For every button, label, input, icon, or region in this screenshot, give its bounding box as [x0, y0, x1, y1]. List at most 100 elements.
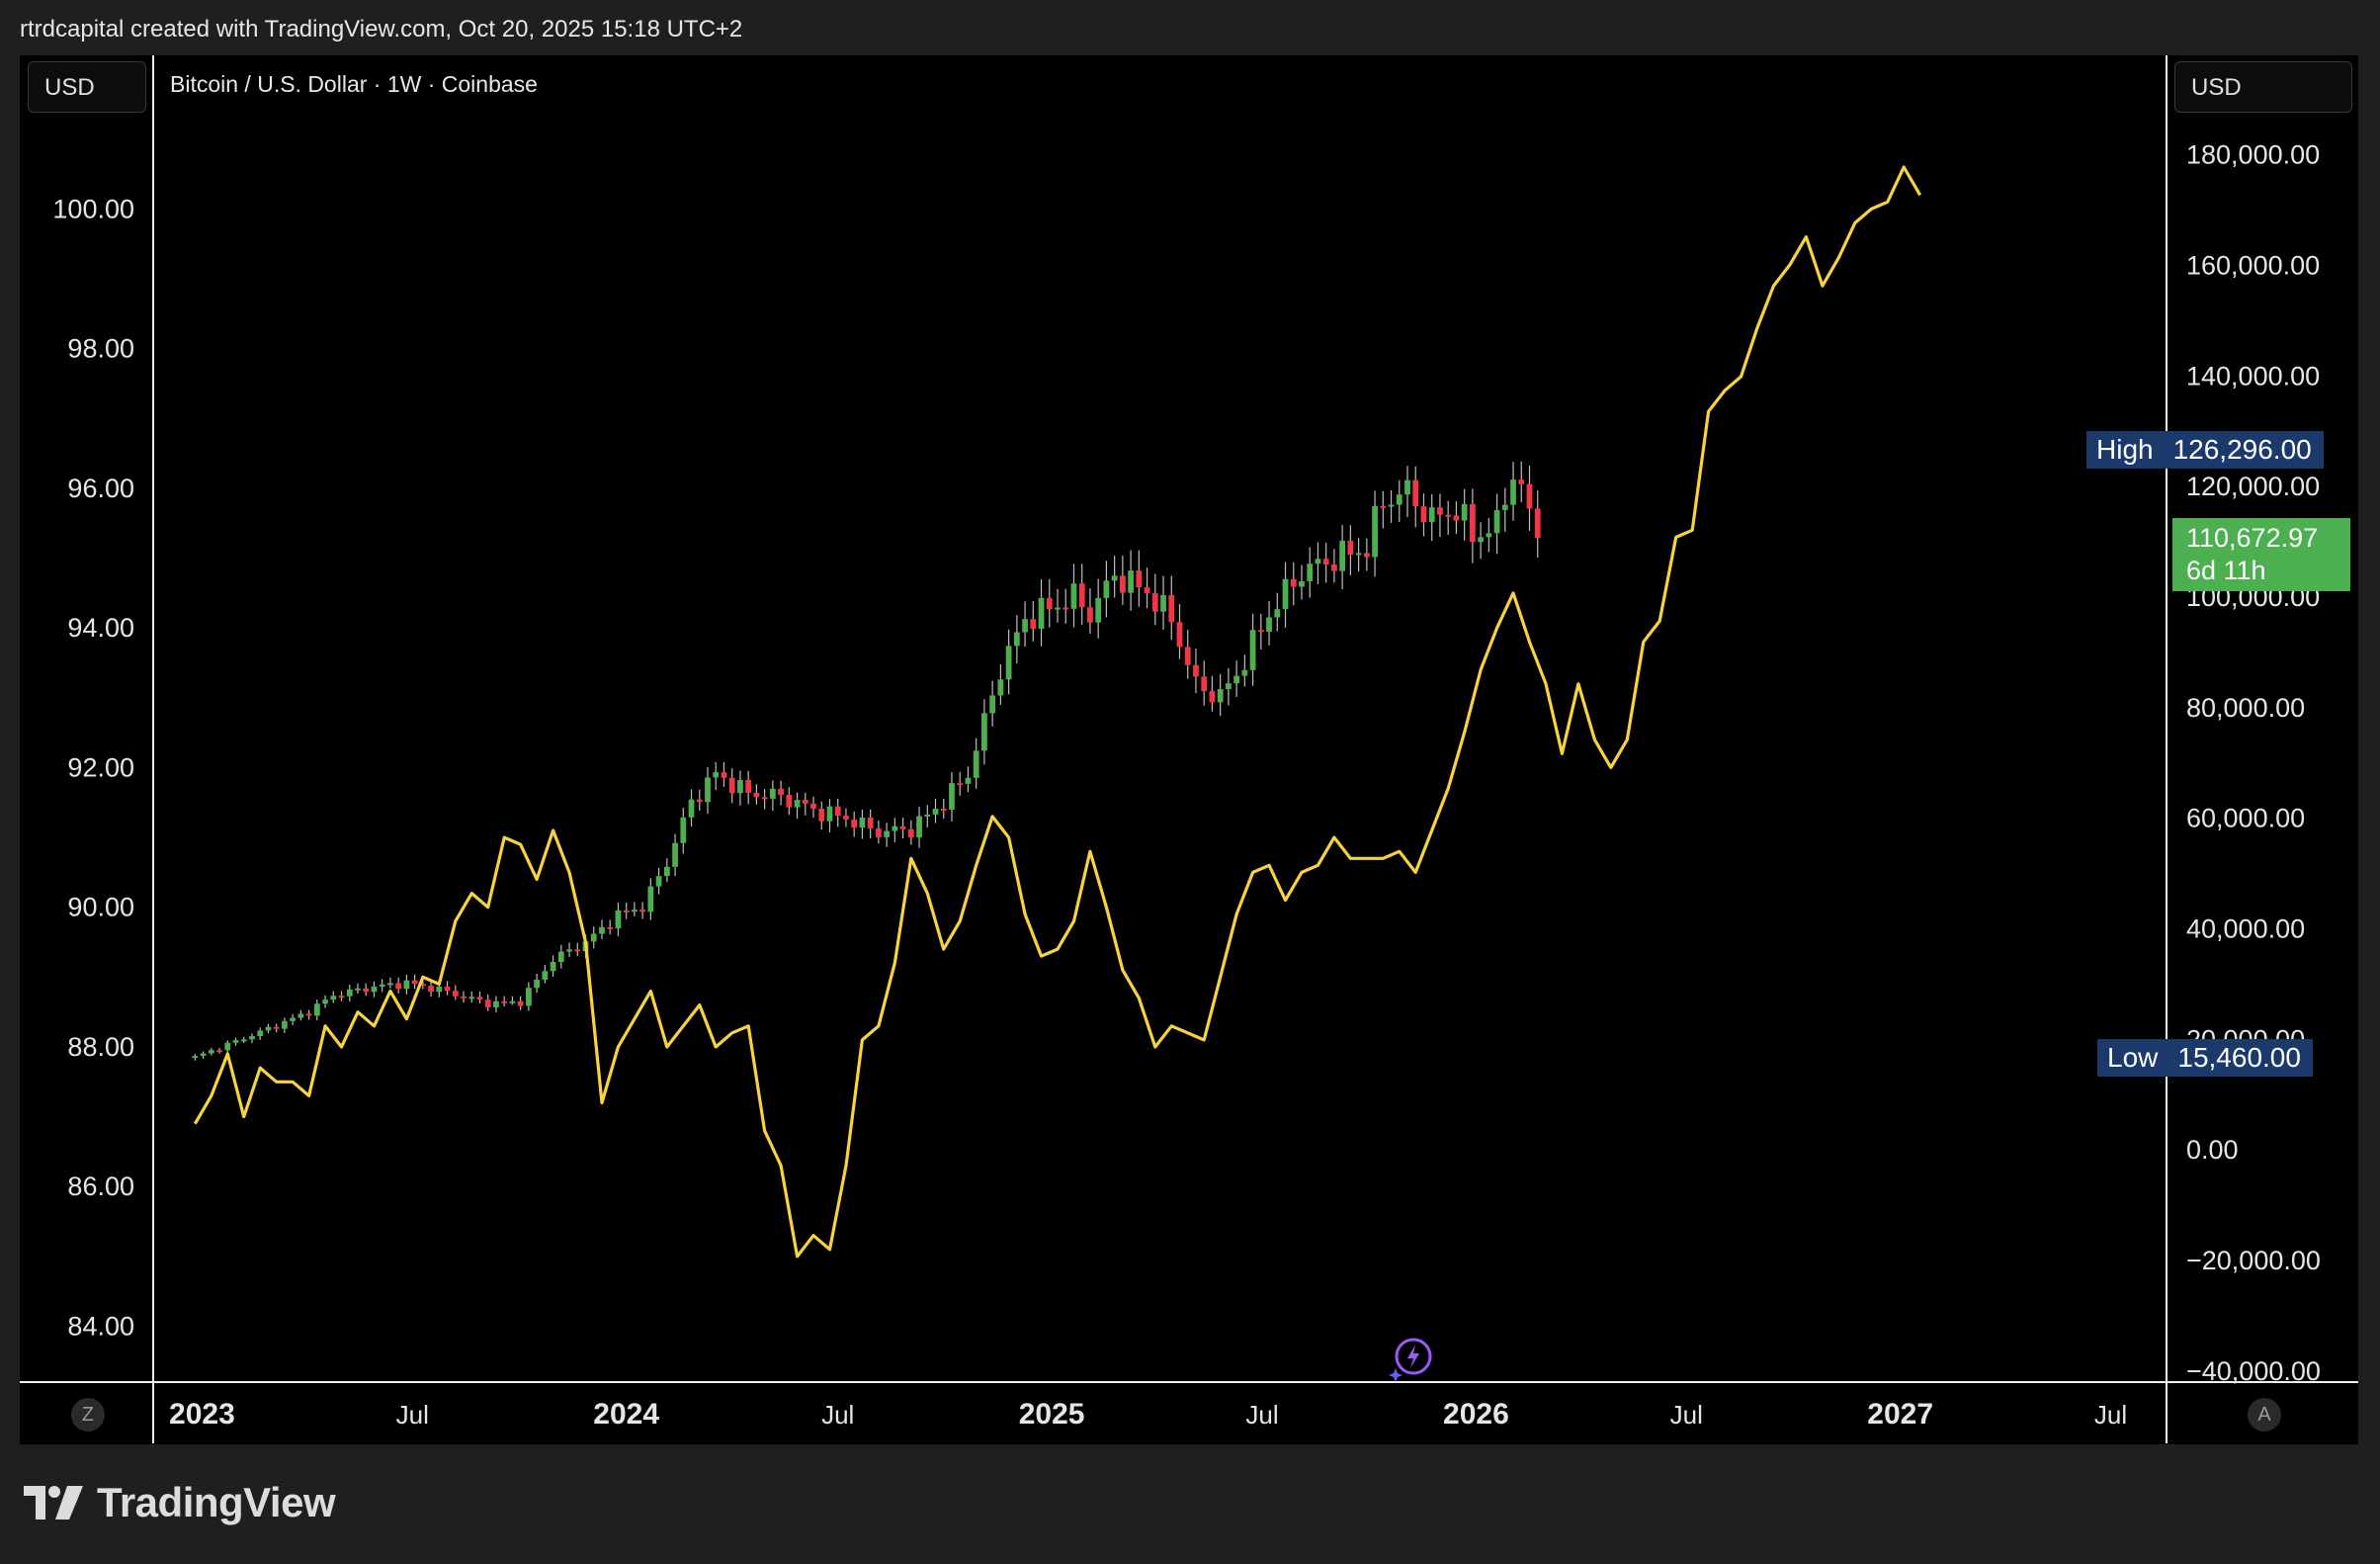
candle-body: [1445, 514, 1452, 517]
candle-body: [282, 1020, 288, 1029]
candle-body: [949, 783, 955, 810]
candle-body: [305, 1013, 312, 1016]
right-axis-tick-label: 80,000.00: [2186, 693, 2305, 723]
candle-body: [1030, 619, 1037, 630]
auto-scale-z-button[interactable]: Z: [71, 1398, 105, 1432]
time-axis-tick-label: 2025: [1019, 1398, 1085, 1431]
candle-body: [753, 792, 760, 798]
candle-body: [1299, 580, 1305, 587]
axis-labels: 100.00 98.00 96.00 94.00 92.00 90.00 88.00 86.0…: [52, 140, 2320, 1431]
candle-body: [395, 983, 402, 990]
candle-body: [1372, 505, 1378, 558]
candle-body: [818, 808, 825, 822]
right-axis-tick-label: −40,000.00: [2186, 1356, 2321, 1386]
candle-body: [1453, 515, 1460, 521]
candle-body: [1217, 689, 1224, 703]
candle-body: [851, 819, 858, 828]
candle-body: [444, 986, 451, 992]
candle-body: [290, 1017, 297, 1021]
candle-body: [672, 842, 678, 867]
candle-body: [265, 1026, 272, 1031]
candle-body: [1111, 575, 1118, 581]
tradingview-logo[interactable]: TradingView: [24, 1479, 336, 1526]
right-axis-tick-label: 0.00: [2186, 1135, 2239, 1165]
candle-body: [501, 1000, 508, 1003]
candle-body: [216, 1050, 222, 1053]
candle-body: [411, 980, 418, 985]
last-price-value: 110,672.97: [2186, 523, 2319, 553]
candle-body: [313, 1003, 320, 1016]
candle-body: [1501, 504, 1508, 510]
candle-body: [232, 1040, 239, 1043]
candle-body: [639, 910, 646, 912]
auto-scale-a-button[interactable]: A: [2248, 1398, 2281, 1432]
candle-body: [1160, 594, 1166, 612]
tradingview-logo-icon: [24, 1486, 83, 1520]
candle-body: [1005, 646, 1012, 680]
candle-body: [534, 979, 540, 989]
left-axis-tick-label: 88.00: [67, 1032, 134, 1062]
candle-body: [1119, 575, 1126, 593]
candle-body: [566, 949, 572, 952]
candle-body: [884, 830, 890, 837]
candle-body: [346, 989, 353, 997]
candle-body: [663, 866, 670, 877]
candle-body: [1478, 537, 1484, 543]
right-axis-tick-label: 140,000.00: [2186, 361, 2320, 391]
candle-body: [1046, 597, 1053, 610]
candle-body: [1510, 479, 1516, 505]
high-marker: High 126,296.00: [2086, 431, 2324, 469]
candle-body: [355, 988, 361, 991]
right-axis-tick-label: 160,000.00: [2186, 250, 2320, 280]
time-axis-tick-label: Jul: [2094, 1400, 2127, 1430]
candle-body: [655, 876, 662, 887]
candle-body: [257, 1030, 264, 1037]
candle-body: [493, 1000, 499, 1007]
time-axis-tick-label: 2023: [169, 1398, 235, 1431]
last-price-tag: 110,672.97 6d 11h: [2172, 518, 2350, 591]
candle-series: [192, 461, 1541, 1061]
logo-text: TradingView: [97, 1479, 336, 1525]
lightning-icon[interactable]: [1388, 1335, 1435, 1382]
candle-body: [1226, 683, 1232, 690]
right-axis-tick-label: 120,000.00: [2186, 472, 2320, 501]
candle-body: [1022, 619, 1028, 633]
right-axis-tick-label: 60,000.00: [2186, 804, 2305, 833]
candle-body: [525, 988, 532, 1006]
left-currency-selector[interactable]: USD: [28, 61, 146, 113]
left-axis-tick-label: 94.00: [67, 613, 134, 643]
candle-body: [1534, 508, 1541, 539]
candle-body: [1274, 609, 1281, 618]
candle-body: [403, 980, 410, 990]
candle-body: [916, 816, 922, 838]
candle-body: [330, 996, 337, 1000]
candle-body: [1412, 479, 1419, 507]
low-label: Low: [2097, 1039, 2168, 1077]
candle-body: [436, 986, 443, 993]
candle-body: [1209, 691, 1216, 703]
candle-body: [1420, 506, 1427, 523]
candle-body: [1347, 540, 1354, 556]
candle-body: [249, 1036, 255, 1040]
time-axis-tick-label: 2024: [593, 1398, 659, 1431]
candle-body: [1388, 504, 1395, 507]
candle-body: [859, 817, 866, 828]
candle-body: [957, 783, 964, 786]
right-currency-selector[interactable]: USD: [2174, 61, 2352, 113]
candle-body: [1038, 597, 1045, 630]
candle-body: [1233, 675, 1240, 684]
time-axis-tick-label: 2027: [1867, 1398, 1933, 1431]
candle-body: [1078, 583, 1085, 608]
candle-body: [907, 828, 914, 838]
candle-body: [802, 800, 808, 804]
candle-body: [1290, 578, 1297, 587]
candle-body: [1404, 479, 1410, 495]
candle-body: [1428, 507, 1435, 523]
high-value: 126,296.00: [2163, 431, 2324, 469]
chart-area[interactable]: [20, 55, 2358, 1444]
candle-body: [615, 910, 622, 929]
candle-body: [1103, 580, 1110, 598]
candle-body: [1176, 622, 1183, 648]
candle-body: [224, 1042, 231, 1051]
